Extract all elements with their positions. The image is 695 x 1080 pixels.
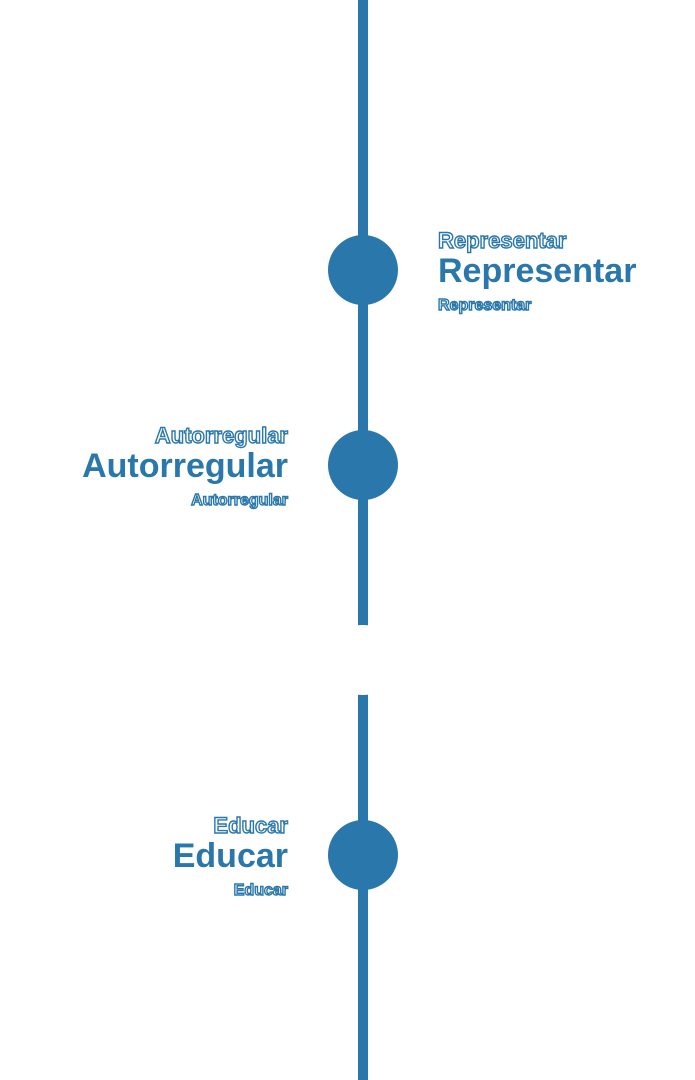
timeline-diagram: Representar Representar Representar Auto… (0, 0, 695, 1080)
timeline-label-outline-top: Representar (438, 229, 566, 252)
timeline-label-solid: Informar (438, 644, 576, 680)
timeline-label-outline-bottom: Educar (234, 883, 288, 900)
timeline-spine (358, 0, 368, 1080)
timeline-label-outline-top: Informar (438, 619, 527, 642)
timeline-node-representar[interactable] (328, 235, 398, 305)
timeline-label-outline-bottom: Autorregular (191, 493, 288, 510)
timeline-label-solid: Educar (173, 839, 288, 875)
timeline-label-group-representar: Representar Representar Representar (438, 229, 636, 315)
timeline-node-educar[interactable] (328, 820, 398, 890)
timeline-label-outline-bottom: Representar (438, 298, 531, 315)
timeline-label-group-autorregular: Autorregular Autorregular Autorregular (82, 424, 288, 510)
timeline-label-solid: Representar (438, 254, 636, 290)
timeline-label-outline-top: Autorregular (155, 424, 288, 447)
timeline-label-solid: Autorregular (82, 449, 288, 485)
timeline-label-outline-bottom: Informar (438, 688, 503, 705)
timeline-label-group-informar: Informar Informar Informar (438, 619, 576, 705)
timeline-label-group-educar: Educar Educar Educar (173, 814, 288, 900)
timeline-node-informar[interactable] (328, 625, 398, 695)
timeline-label-outline-top: Educar (213, 814, 288, 837)
timeline-node-autorregular[interactable] (328, 430, 398, 500)
